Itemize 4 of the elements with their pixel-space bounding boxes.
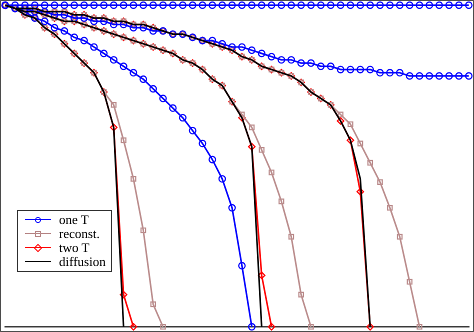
legend-label: one T [59, 212, 89, 227]
legend-label: reconst. [59, 226, 100, 241]
legend-label: two T [59, 240, 90, 255]
legend-label: diffusion [59, 254, 106, 269]
